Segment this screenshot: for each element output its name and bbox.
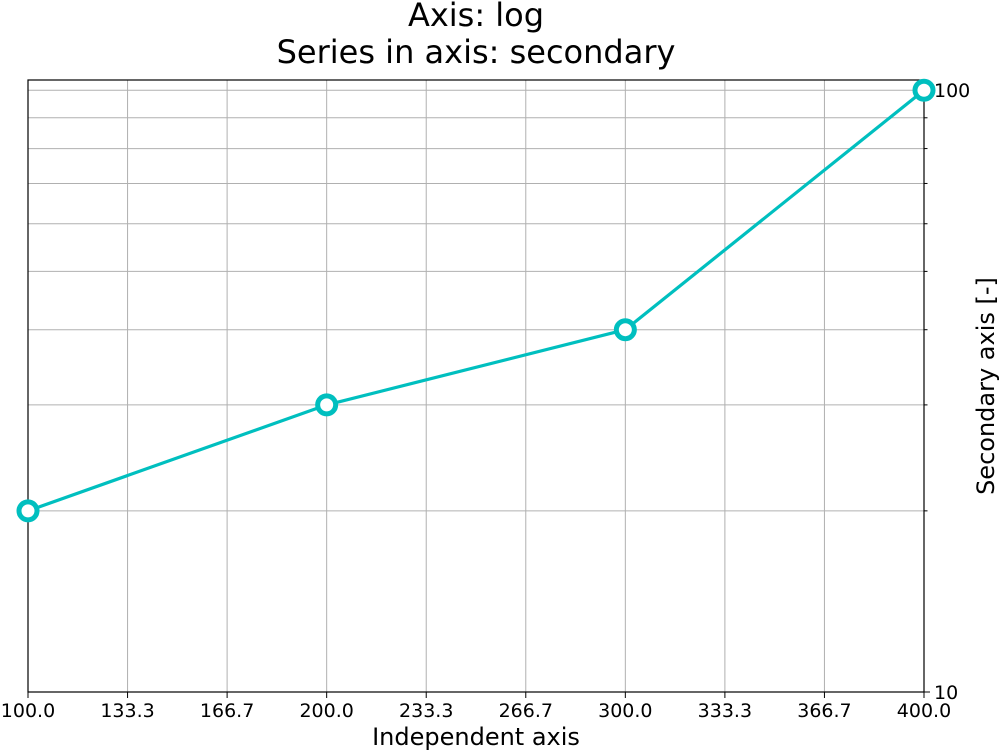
data-point — [912, 78, 936, 102]
series-layer — [16, 78, 936, 523]
data-point — [315, 393, 339, 417]
x-tick-label: 366.7 — [797, 700, 851, 722]
x-tick-label: 133.3 — [100, 700, 154, 722]
y-tick-label: 10 — [934, 682, 958, 704]
x-tick-label: 266.7 — [499, 700, 553, 722]
x-axis-label: Independent axis — [372, 723, 580, 750]
grid — [27, 80, 925, 693]
plot-frame — [27, 79, 925, 693]
x-tick-label: 300.0 — [598, 700, 652, 722]
x-tick-label: 233.3 — [399, 700, 453, 722]
series-line — [27, 89, 926, 513]
y-axis-label: Secondary axis [-] — [972, 277, 1000, 495]
y-tick-label: 100 — [934, 80, 970, 102]
data-point — [16, 499, 40, 523]
chart-title-line-1: Axis: log — [408, 0, 544, 34]
x-tick-label: 200.0 — [299, 700, 353, 722]
ticks: 100.0 133.3 166.7 200.0 233.3 266.7 300.0 333.3… — [1, 80, 970, 722]
x-tick-label: 166.7 — [200, 700, 254, 722]
x-tick-label: 100.0 — [1, 700, 55, 722]
chart-title-line-2: Series in axis: secondary — [277, 33, 676, 71]
x-tick-label: 333.3 — [698, 700, 752, 722]
data-point — [613, 318, 637, 342]
x-tick-label: 400.0 — [897, 700, 951, 722]
